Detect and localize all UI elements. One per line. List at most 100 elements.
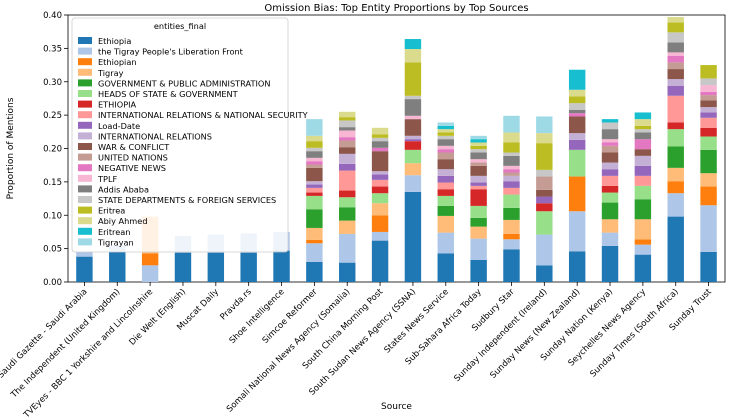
bar-segment [700, 117, 717, 128]
bar-segment [667, 129, 684, 147]
bar-segment [371, 171, 389, 175]
bar-segment [306, 141, 323, 148]
bar-segment [601, 202, 619, 220]
bar-segment [437, 139, 454, 146]
x-tick-label: Die Welt (English) [127, 287, 188, 348]
bar-segment [601, 192, 619, 203]
legend-swatch [78, 164, 92, 172]
bar-segment [76, 251, 93, 257]
bar-segment [339, 220, 356, 234]
bar-segment [470, 159, 487, 163]
bar-segment [470, 217, 487, 227]
bar-segment [273, 250, 290, 282]
bar-segment [503, 249, 520, 282]
bar-segment [667, 62, 684, 70]
bar-segment [404, 149, 422, 164]
bar-segment [503, 207, 520, 220]
bar-segment [700, 112, 717, 118]
bar-segment [536, 196, 553, 204]
bar-segment [634, 132, 652, 140]
bar-segment [667, 95, 684, 123]
y-tick-label: 0.10 [43, 211, 62, 221]
bar-segment [601, 129, 619, 140]
bar-segment [306, 243, 323, 262]
bar-segment [470, 142, 487, 146]
bar-segment [601, 119, 619, 123]
legend-entry-label: STATE DEPARTMENTS & FOREIGN SERVICES [98, 195, 276, 205]
bar-segment [667, 193, 684, 217]
legend-swatch [78, 111, 92, 119]
bar-segment [601, 139, 619, 143]
bar-segment [437, 253, 454, 282]
legend-swatch [78, 47, 92, 55]
bar-segment [437, 215, 454, 233]
bar-segment [700, 127, 717, 137]
bar-segment [470, 135, 487, 140]
legend-entry-label: HEADS OF STATE & GOVERNMENT [98, 89, 239, 99]
bar-segment [700, 107, 717, 113]
bar-segment [601, 169, 619, 176]
bar-segment [568, 109, 586, 114]
legend-swatch [78, 132, 92, 140]
bar-segment [306, 167, 323, 182]
bar-segment [404, 191, 422, 282]
bar-segment [470, 162, 487, 166]
bar-segment [503, 175, 520, 182]
bar-segment [371, 174, 389, 180]
bar-segment [141, 253, 159, 266]
legend-entry-label: Tigrayan [97, 237, 134, 247]
bar-segment [667, 146, 684, 168]
legend-entry-label: WAR & CONFLICT [98, 142, 170, 152]
bar-segment [568, 89, 586, 97]
bar-segment [437, 149, 454, 153]
y-tick-label: 0.00 [43, 278, 62, 288]
bar-segment [568, 149, 586, 177]
bar-segment [470, 165, 487, 176]
bar-segment [404, 62, 422, 96]
bar-segment [700, 78, 717, 86]
bar-segment [339, 120, 356, 128]
bar-segment [306, 135, 323, 142]
bar-segment [174, 252, 192, 282]
bar-segment [503, 233, 520, 240]
bar-segment [503, 181, 520, 188]
bar-segment [371, 215, 389, 232]
bar-segment [700, 205, 717, 252]
bar-segment [306, 157, 323, 162]
y-tick-label: 0.20 [43, 145, 62, 155]
bar-segment [700, 95, 717, 101]
bar-segment [601, 152, 619, 163]
bar-segment [601, 162, 619, 170]
bar-segment [207, 252, 225, 282]
bar-segment [371, 231, 389, 241]
bar-segment [470, 145, 487, 150]
x-tick-label: Simcoe Reformer [261, 287, 320, 346]
bar-segment [568, 103, 586, 110]
legend-swatch [78, 206, 92, 214]
legend-swatch [78, 153, 92, 161]
bar-segment [601, 122, 619, 130]
bar-segment [470, 238, 487, 260]
x-tick-label: TVEyes - BBC 1 Yorkshire and Lincolnshir… [21, 287, 155, 417]
bar-segment [536, 176, 553, 190]
x-tick-label: Somali National News Agency (Somalia) [225, 287, 352, 414]
bar-segment [503, 165, 520, 170]
bar-segment [568, 133, 586, 140]
bar-segment [536, 189, 553, 197]
bar-segment [371, 147, 389, 152]
bar-segment [339, 127, 356, 131]
bar-segment [306, 181, 323, 185]
bar-segment [437, 232, 454, 254]
bar-segment [470, 259, 487, 282]
bar-segment [437, 195, 454, 206]
bar-segment [306, 192, 323, 196]
bar-segment [601, 245, 619, 282]
bar-segment [306, 184, 323, 188]
bar-segment [700, 186, 717, 206]
bar-segment [634, 112, 652, 120]
bar-segment [536, 116, 553, 134]
bar-segment [306, 161, 323, 165]
y-tick-label: 0.40 [43, 11, 62, 21]
